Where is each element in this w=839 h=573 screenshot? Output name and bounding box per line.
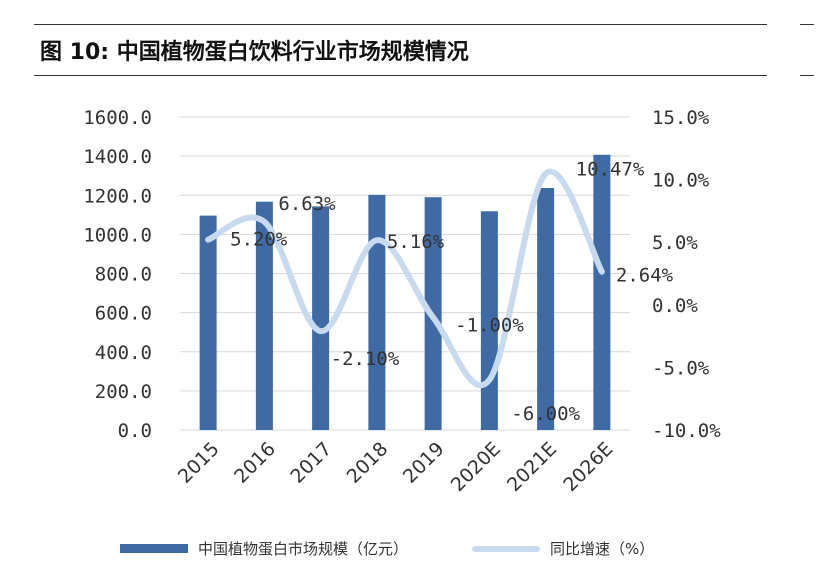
y-right-tick-label: 0.0% xyxy=(652,295,698,317)
x-tick-label: 2020E xyxy=(447,438,505,496)
x-tick-label: 2018 xyxy=(343,438,393,488)
y-left-tick-label: 200.0 xyxy=(95,381,152,403)
side-rule-top xyxy=(800,24,814,25)
growth-data-label: 10.47% xyxy=(576,159,645,181)
bar xyxy=(368,194,386,430)
bar xyxy=(255,201,273,430)
y-left-tick-label: 1400.0 xyxy=(83,146,152,168)
growth-data-label: 2.64% xyxy=(616,265,674,287)
growth-data-label: -2.10% xyxy=(331,348,400,370)
growth-data-label: 6.63% xyxy=(278,193,336,215)
growth-line xyxy=(205,168,605,389)
y-left-tick-label: 800.0 xyxy=(95,264,152,286)
growth-data-label: 5.20% xyxy=(230,229,288,251)
x-tick-label: 2016 xyxy=(230,438,280,488)
bar xyxy=(199,215,217,430)
y-left-tick-label: 1600.0 xyxy=(83,107,152,129)
y-right-tick-label: 10.0% xyxy=(652,170,710,192)
growth-data-label: 5.16% xyxy=(387,231,445,253)
x-tick-label: 2015 xyxy=(174,438,224,488)
y-right-tick-label: 15.0% xyxy=(652,107,710,129)
x-tick-label: 2017 xyxy=(286,438,336,488)
y-right-tick-label: 5.0% xyxy=(652,232,698,254)
title-underline xyxy=(34,75,767,76)
y-left-tick-label: 400.0 xyxy=(95,342,152,364)
legend-bar-label: 中国植物蛋白市场规模（亿元） xyxy=(198,540,409,558)
x-tick-label: 2021E xyxy=(503,438,561,496)
y-right-tick-label: -5.0% xyxy=(652,357,710,379)
top-rule xyxy=(34,24,767,25)
legend-item-line: 同比增速（%） xyxy=(472,538,654,559)
bar xyxy=(593,154,611,431)
bar xyxy=(537,188,555,430)
legend-line-swatch xyxy=(472,545,541,552)
side-rule-bottom xyxy=(800,75,814,76)
x-tick-label: 2026E xyxy=(559,438,617,496)
chart-title: 图 10: 中国植物蛋白饮料行业市场规模情况 xyxy=(40,40,469,65)
y-left-tick-label: 600.0 xyxy=(95,303,152,325)
legend: 中国植物蛋白市场规模（亿元） 同比增速（%） xyxy=(120,538,718,559)
y-left-tick-label: 1200.0 xyxy=(83,185,152,207)
y-right-tick-label: -10.0% xyxy=(652,420,721,442)
growth-data-label: -1.00% xyxy=(455,314,524,336)
legend-line-label: 同比增速（%） xyxy=(550,540,655,558)
legend-bar-swatch xyxy=(120,544,188,553)
y-left-tick-label: 1000.0 xyxy=(83,224,152,246)
x-tick-label: 2019 xyxy=(399,438,449,488)
legend-item-bar: 中国植物蛋白市场规模（亿元） xyxy=(120,538,408,559)
y-left-tick-label: 0.0 xyxy=(118,420,152,442)
growth-data-label: -6.00% xyxy=(511,403,580,425)
bar xyxy=(312,206,330,430)
